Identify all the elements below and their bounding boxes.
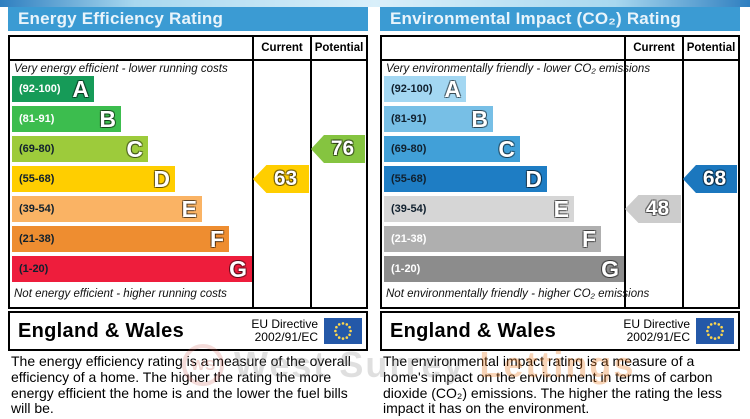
band-range-label: (69-80) (19, 143, 55, 155)
co2-footer: England & Wales EU Directive 2002/91/EC (380, 311, 740, 351)
current-rating-arrow: 48 (625, 195, 681, 223)
band-letter: E (553, 195, 569, 222)
region-label: England & Wales (390, 319, 557, 342)
co2-description-text: The environmental impact rating is a mea… (383, 353, 723, 417)
energy-footer: England & Wales EU Directive 2002/91/EC (8, 311, 368, 351)
column-divider (252, 37, 254, 307)
band-row-c: (69-80) C (384, 136, 520, 162)
band-row-a: (92-100) A (384, 76, 466, 102)
current-rating-arrow: 63 (253, 165, 309, 193)
band-row-d: (55-68) D (12, 166, 175, 192)
potential-column-header: Potential (686, 42, 736, 54)
background-sky-strip (0, 0, 750, 7)
band-letter: B (99, 105, 116, 132)
band-row-b: (81-91) B (384, 106, 493, 132)
current-column-header: Current (261, 42, 303, 54)
top-caption: Very energy efficient - lower running co… (14, 63, 228, 75)
environmental-impact-panel: Environmental Impact (CO₂) Rating Curren… (380, 7, 740, 417)
band-range-label: (69-80) (391, 143, 427, 155)
eu-flag-icon (696, 318, 734, 344)
eu-flag-icon (324, 318, 362, 344)
energy-efficiency-panel: Energy Efficiency Rating Current Potenti… (8, 7, 368, 417)
column-divider (624, 37, 626, 307)
band-letter: C (498, 135, 515, 162)
eu-directive-line1: EU Directive (251, 316, 318, 331)
energy-band-chart: Very energy efficient - lower running co… (10, 61, 252, 301)
column-divider (682, 37, 684, 307)
band-range-label: (39-54) (391, 203, 427, 215)
energy-description-text: The energy efficiency rating is a measur… (11, 353, 351, 417)
eu-directive-text: EU Directive 2002/91/EC (251, 316, 324, 345)
potential-rating-arrow: 68 (683, 165, 737, 193)
band-row-f: (21-38) F (384, 226, 601, 252)
current-column-header: Current (633, 42, 675, 54)
band-letter: E (181, 195, 197, 222)
band-row-d: (55-68) D (384, 166, 547, 192)
potential-column-header: Potential (314, 42, 364, 54)
column-divider (310, 37, 312, 307)
band-letter: A (72, 75, 89, 102)
energy-rating-table: Current Potential Very energy efficient … (8, 35, 368, 309)
band-range-label: (39-54) (19, 203, 55, 215)
potential-rating-arrow: 76 (311, 135, 365, 163)
co2-panel-title: Environmental Impact (CO₂) Rating (380, 7, 740, 31)
band-row-g: (1-20) G (384, 256, 624, 282)
bottom-caption: Not environmentally friendly - higher CO… (386, 288, 650, 300)
band-range-label: (81-91) (391, 113, 427, 125)
band-row-e: (39-54) E (384, 196, 574, 222)
column-header-row: Current Potential (382, 37, 738, 61)
co2-band-chart: Very environmentally friendly - lower CO… (382, 61, 651, 301)
eu-directive-line2: 2002/91/EC (626, 330, 690, 344)
band-letter: D (153, 165, 170, 192)
band-row-e: (39-54) E (12, 196, 202, 222)
band-range-label: (21-38) (391, 233, 427, 245)
band-letter: F (581, 225, 596, 252)
band-row-g: (1-20) G (12, 256, 252, 282)
bottom-caption: Not energy efficient - higher running co… (14, 288, 227, 300)
column-header-row: Current Potential (10, 37, 366, 61)
band-range-label: (1-20) (19, 263, 49, 275)
band-letter: C (126, 135, 143, 162)
band-range-label: (92-100) (19, 83, 61, 95)
eu-directive-line1: EU Directive (623, 316, 690, 331)
band-letter: G (601, 255, 619, 282)
band-range-label: (21-38) (19, 233, 55, 245)
eu-directive-line2: 2002/91/EC (254, 330, 318, 344)
top-caption: Very environmentally friendly - lower CO… (386, 63, 651, 75)
band-letter: F (209, 225, 224, 252)
region-label: England & Wales (18, 319, 185, 342)
band-row-a: (92-100) A (12, 76, 94, 102)
band-range-label: (1-20) (391, 263, 421, 275)
band-range-label: (81-91) (19, 113, 55, 125)
energy-panel-title: Energy Efficiency Rating (8, 7, 368, 31)
band-row-f: (21-38) F (12, 226, 229, 252)
band-letter: B (471, 105, 488, 132)
band-letter: A (444, 75, 461, 102)
co2-rating-table: Current Potential Very environmentally f… (380, 35, 740, 309)
eu-directive-text: EU Directive 2002/91/EC (623, 316, 696, 345)
band-letter: G (229, 255, 247, 282)
band-letter: D (525, 165, 542, 192)
band-range-label: (92-100) (391, 83, 433, 95)
band-row-c: (69-80) C (12, 136, 148, 162)
band-range-label: (55-68) (391, 173, 427, 185)
band-row-b: (81-91) B (12, 106, 121, 132)
band-range-label: (55-68) (19, 173, 55, 185)
